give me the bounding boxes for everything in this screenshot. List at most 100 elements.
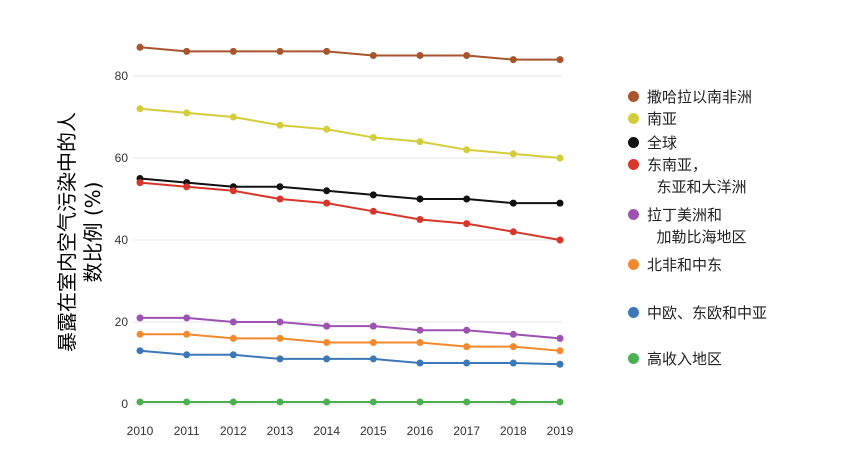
- series-line: [140, 333, 561, 352]
- series-1: [136, 43, 564, 64]
- data-point: [509, 199, 517, 207]
- data-point: [509, 228, 517, 236]
- y-axis-label-line-1: 暴露在室内空气污染中的人: [55, 112, 79, 352]
- series-line: [139, 181, 561, 241]
- data-point: [276, 355, 284, 363]
- data-point: [136, 398, 144, 406]
- data-point: [276, 334, 284, 342]
- data-point: [276, 398, 284, 406]
- legend-marker: [628, 113, 639, 124]
- data-point: [369, 322, 377, 330]
- data-point: [183, 47, 191, 55]
- legend-label: 全球: [647, 134, 678, 152]
- data-point: [416, 326, 424, 334]
- legend-marker: [628, 307, 639, 318]
- y-tick-label: 60: [115, 151, 129, 165]
- legend-marker: [628, 91, 639, 102]
- data-point: [556, 154, 564, 162]
- data-point: [369, 191, 377, 199]
- series-2: [136, 105, 564, 162]
- x-tick-label: 2011: [174, 424, 200, 438]
- series-3: [136, 175, 564, 207]
- x-tick-label: 2010: [127, 424, 154, 438]
- data-point: [369, 339, 377, 346]
- data-point: [276, 47, 284, 55]
- data-point: [463, 146, 471, 154]
- x-tick-label: 2019: [547, 424, 574, 438]
- series-6: [136, 330, 564, 355]
- data-point: [183, 330, 191, 338]
- legend-label: 南亚: [647, 110, 678, 128]
- legend-marker: [628, 353, 639, 364]
- data-point: [369, 398, 377, 406]
- y-tick-label: 0: [121, 397, 128, 411]
- series-7: [136, 347, 564, 368]
- legend-item: 高收入地区: [628, 348, 722, 370]
- legend-item: 拉丁美洲和 加勒比海地区: [628, 204, 747, 248]
- data-point: [323, 398, 331, 406]
- data-point: [276, 121, 284, 129]
- data-point: [556, 236, 564, 244]
- series-line: [139, 46, 560, 61]
- data-point: [556, 398, 564, 406]
- data-point: [229, 351, 237, 359]
- data-point: [229, 398, 237, 406]
- data-point: [509, 56, 517, 64]
- data-point: [229, 47, 237, 55]
- data-point: [556, 199, 564, 207]
- legend-item: 南亚: [628, 108, 677, 130]
- data-point: [509, 359, 517, 367]
- data-point: [556, 347, 564, 355]
- data-point: [416, 339, 424, 346]
- y-axis-label-line-2: 数比例 (%): [81, 182, 105, 283]
- data-point: [463, 195, 471, 203]
- series-8: [136, 398, 564, 406]
- y-tick-label: 20: [115, 315, 129, 329]
- data-point: [136, 314, 144, 322]
- data-point: [229, 318, 237, 326]
- data-point: [323, 322, 331, 330]
- data-point: [369, 355, 377, 363]
- data-point: [136, 105, 144, 113]
- x-axis-ticks: 2010 2011 2012 2013 2014 2015 2016 2017 2018 2019: [127, 424, 574, 438]
- data-point: [183, 351, 191, 359]
- y-tick-label: 40: [115, 233, 129, 247]
- data-point: [369, 52, 377, 59]
- data-point: [556, 360, 564, 368]
- data-point: [509, 343, 517, 351]
- legend-label: 中欧、东欧和中亚: [647, 304, 768, 322]
- y-axis-ticks: 0 20 40 60 80: [115, 69, 129, 411]
- series-lines: [136, 43, 564, 406]
- gridlines: [133, 75, 562, 405]
- legend-label: 北非和中东: [647, 256, 723, 274]
- data-point: [463, 52, 471, 59]
- data-point: [416, 398, 424, 406]
- data-point: [556, 334, 564, 342]
- data-point: [509, 398, 517, 406]
- x-tick-label: 2014: [313, 424, 340, 438]
- data-point: [323, 339, 331, 346]
- series-line: [139, 177, 560, 205]
- data-point: [136, 43, 144, 51]
- legend-item: 北非和中东: [628, 254, 722, 276]
- legend-marker: [628, 259, 639, 270]
- x-tick-label: 2016: [407, 424, 434, 438]
- data-point: [416, 216, 424, 223]
- x-tick-label: 2018: [500, 424, 527, 438]
- data-point: [229, 187, 237, 195]
- series-5: [136, 314, 564, 342]
- legend-marker: [628, 209, 639, 220]
- data-point: [136, 347, 144, 355]
- data-point: [369, 134, 377, 141]
- data-point: [323, 199, 331, 207]
- data-point: [136, 179, 144, 187]
- data-point: [323, 187, 331, 195]
- data-point: [183, 183, 191, 191]
- data-point: [323, 125, 331, 133]
- data-point: [229, 113, 237, 121]
- data-point: [556, 56, 564, 64]
- series-line: [139, 349, 561, 366]
- data-point: [509, 330, 517, 338]
- x-tick-label: 2015: [360, 424, 387, 438]
- legend-marker: [628, 137, 639, 148]
